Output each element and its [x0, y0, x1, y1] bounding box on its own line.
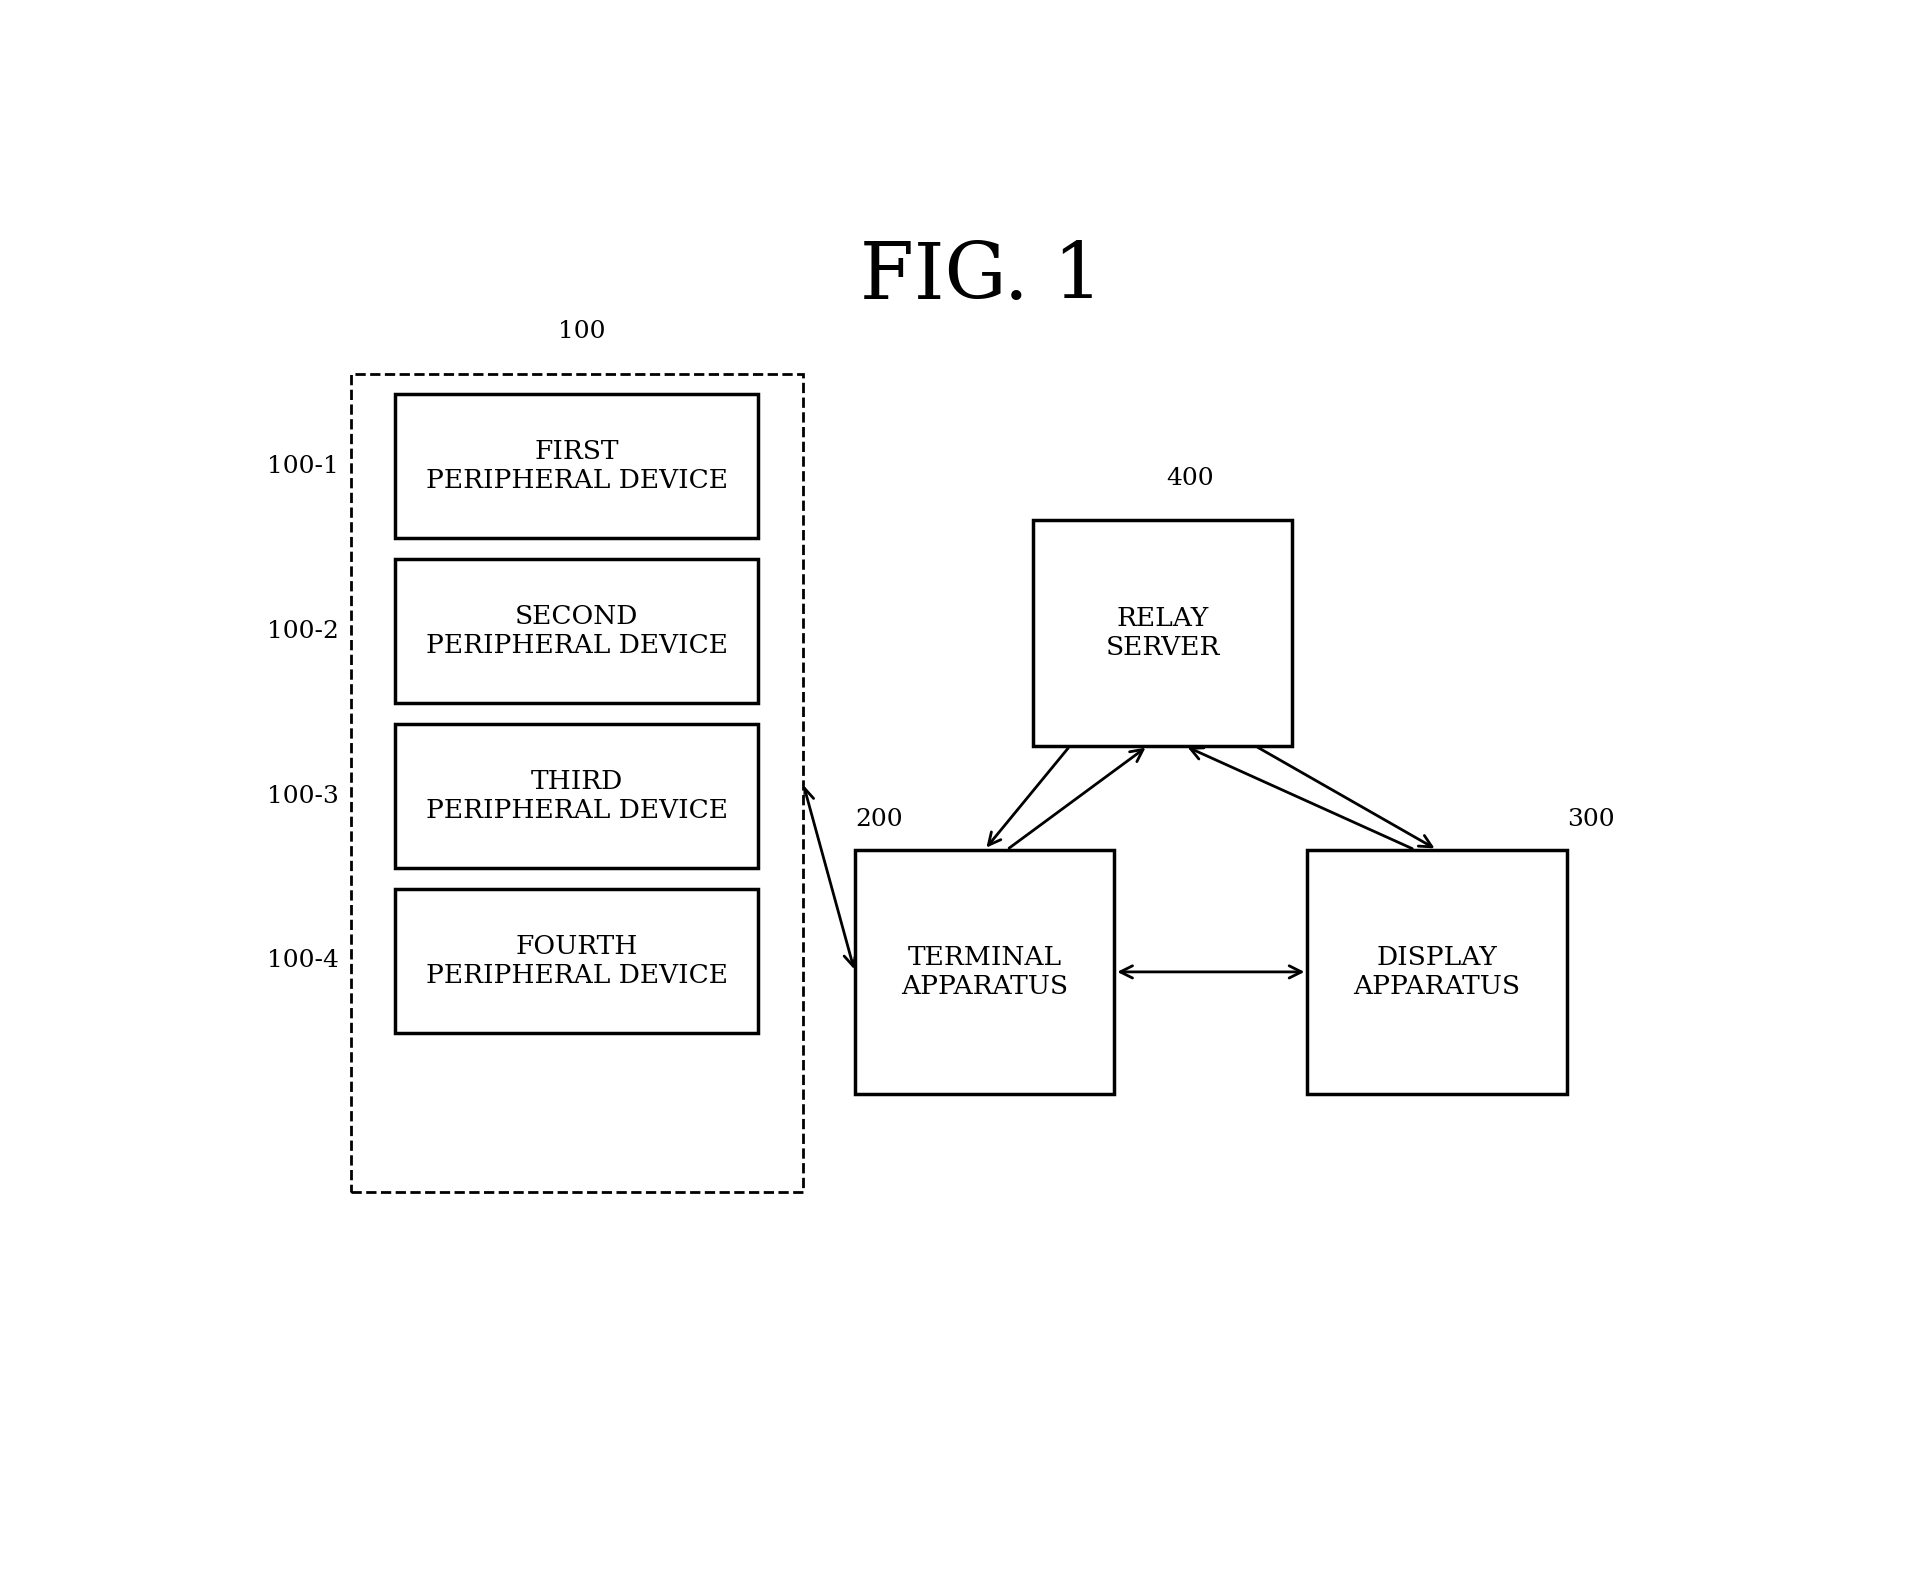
Text: FIRST
PERIPHERAL DEVICE: FIRST PERIPHERAL DEVICE — [425, 439, 727, 493]
Bar — [394, 560, 758, 703]
Bar — [394, 723, 758, 868]
Text: TERMINAL
APPARATUS: TERMINAL APPARATUS — [901, 945, 1068, 999]
Bar — [1034, 520, 1292, 745]
Text: 100-1: 100-1 — [266, 455, 339, 477]
Text: 100-3: 100-3 — [266, 785, 339, 807]
Bar — [350, 373, 804, 1191]
Text: THIRD
PERIPHERAL DEVICE: THIRD PERIPHERAL DEVICE — [425, 769, 727, 823]
Text: 400: 400 — [1166, 466, 1213, 490]
Text: 100-4: 100-4 — [266, 950, 339, 972]
Bar — [856, 850, 1114, 1094]
Text: DISPLAY
APPARATUS: DISPLAY APPARATUS — [1353, 945, 1520, 999]
Text: RELAY
SERVER: RELAY SERVER — [1106, 606, 1219, 660]
Bar — [394, 888, 758, 1032]
Text: 100: 100 — [559, 320, 605, 343]
Bar — [1307, 850, 1568, 1094]
Text: FIG. 1: FIG. 1 — [859, 239, 1102, 316]
Bar — [394, 395, 758, 538]
Text: 300: 300 — [1568, 809, 1615, 831]
Text: 200: 200 — [856, 809, 903, 831]
Text: 100-2: 100-2 — [266, 620, 339, 642]
Text: SECOND
PERIPHERAL DEVICE: SECOND PERIPHERAL DEVICE — [425, 604, 727, 658]
Text: FOURTH
PERIPHERAL DEVICE: FOURTH PERIPHERAL DEVICE — [425, 934, 727, 988]
